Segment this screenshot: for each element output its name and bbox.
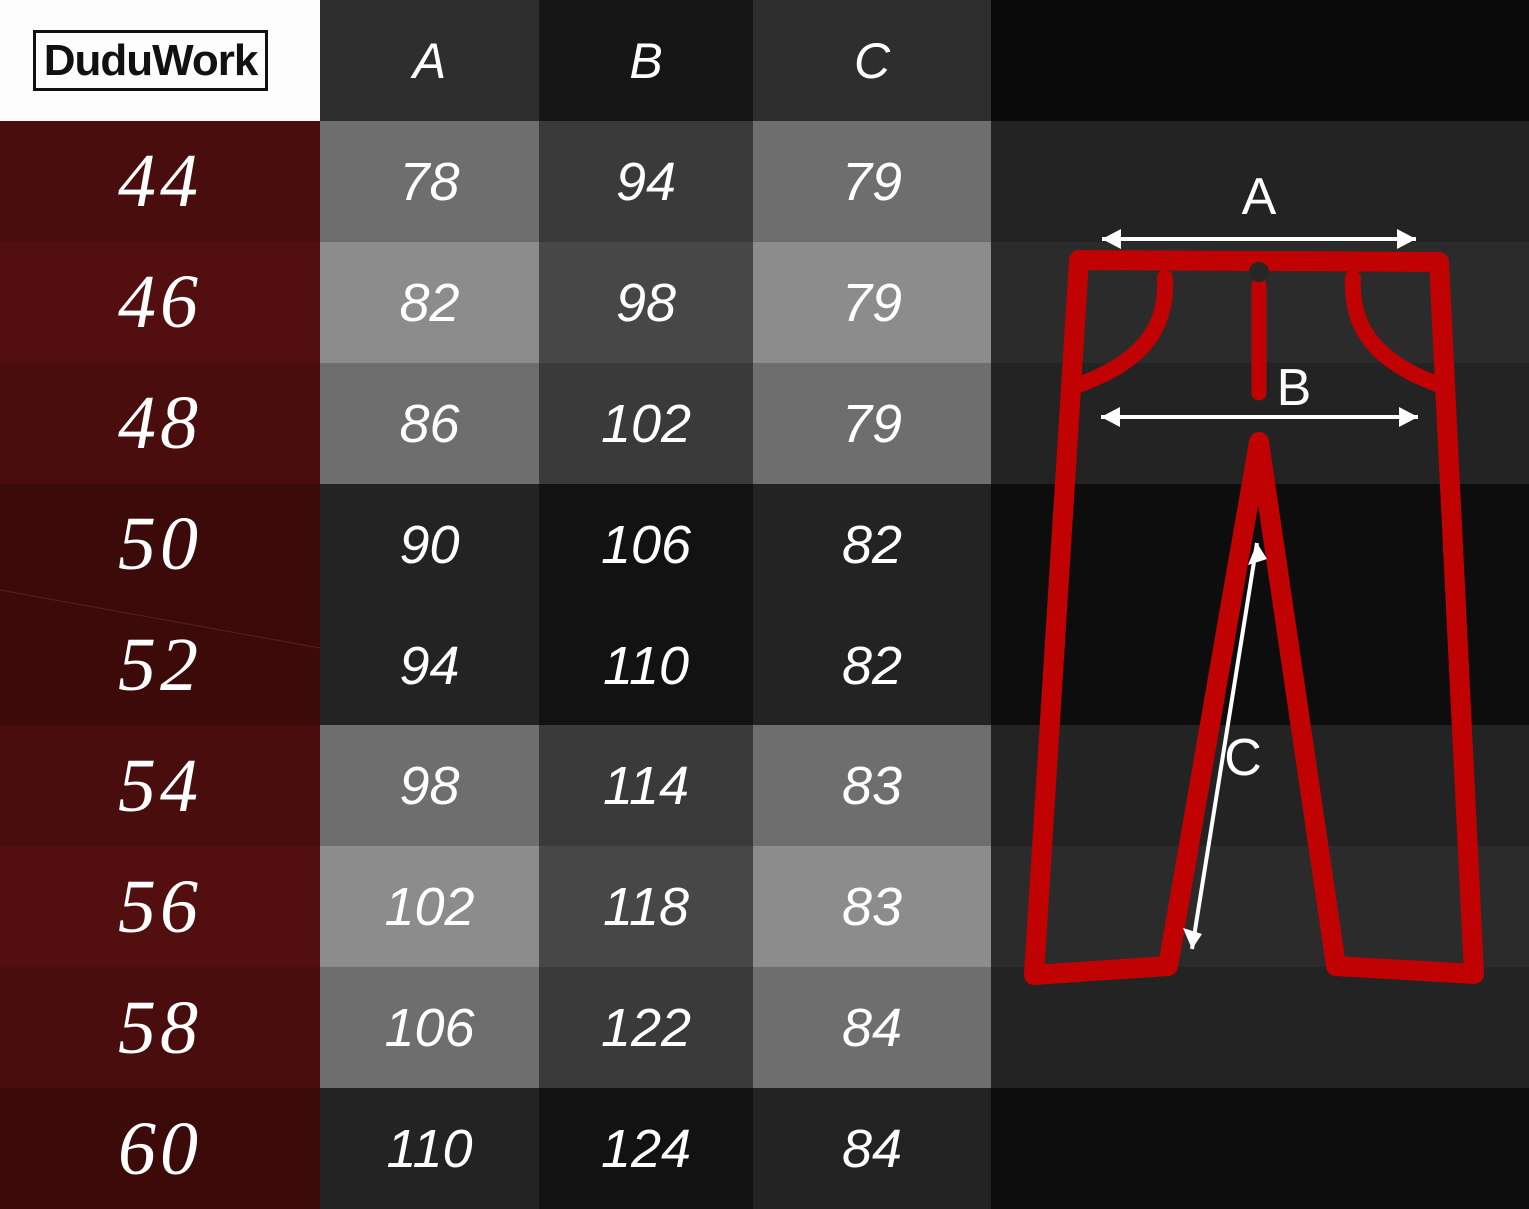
svg-text:B: B [1277, 359, 1312, 417]
svg-text:A: A [1242, 168, 1277, 226]
svg-text:C: C [1224, 729, 1262, 787]
